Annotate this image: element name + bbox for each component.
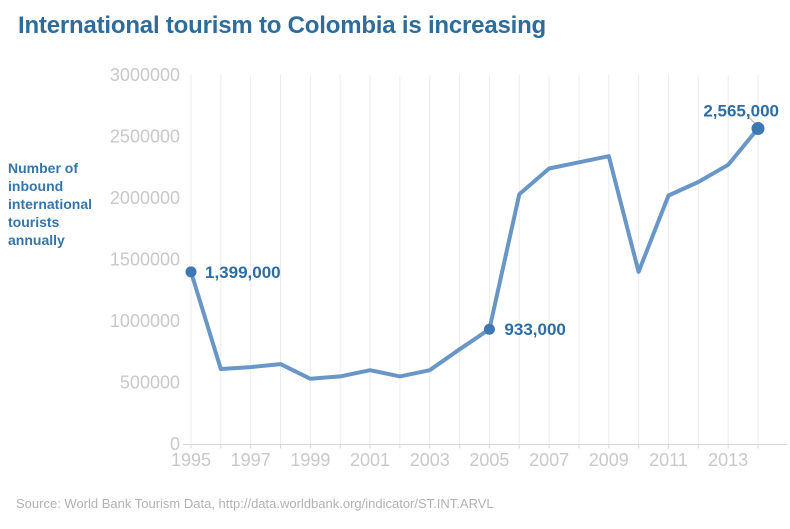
x-tick-label: 2003 xyxy=(410,450,450,470)
x-tick-label: 2013 xyxy=(708,450,748,470)
tourism-series-line xyxy=(189,126,760,381)
y-tick-label: 2000000 xyxy=(110,188,180,208)
y-tick-label: 1500000 xyxy=(110,250,180,270)
x-tick-label: 2001 xyxy=(350,450,390,470)
data-point-label: 1,399,000 xyxy=(205,263,281,282)
data-point-label: 933,000 xyxy=(504,320,565,339)
data-point-marker xyxy=(483,323,495,335)
x-tick-label: 1995 xyxy=(171,450,211,470)
data-point-marker xyxy=(751,122,765,136)
y-tick-label: 2500000 xyxy=(110,127,180,147)
x-tick-label: 2011 xyxy=(649,450,688,470)
y-tick-label: 1000000 xyxy=(110,311,180,331)
x-tick-label: 2005 xyxy=(469,450,509,470)
y-tick-label: 3000000 xyxy=(110,65,180,85)
x-tick-label: 1999 xyxy=(290,450,330,470)
source-note: Source: World Bank Tourism Data, http://… xyxy=(16,496,494,511)
y-axis-title: Number of inbound international tourists… xyxy=(8,160,93,248)
x-tick-label: 1997 xyxy=(231,450,271,470)
y-tick-label: 0 xyxy=(170,434,180,454)
chart-title: International tourism to Colombia is inc… xyxy=(18,12,547,39)
y-tick-label: 500000 xyxy=(120,373,180,393)
x-tick-label: 2009 xyxy=(589,450,629,470)
data-point-marker xyxy=(185,266,197,278)
x-tick-label: 2007 xyxy=(529,450,569,470)
data-point-label: 2,565,000 xyxy=(703,102,779,121)
